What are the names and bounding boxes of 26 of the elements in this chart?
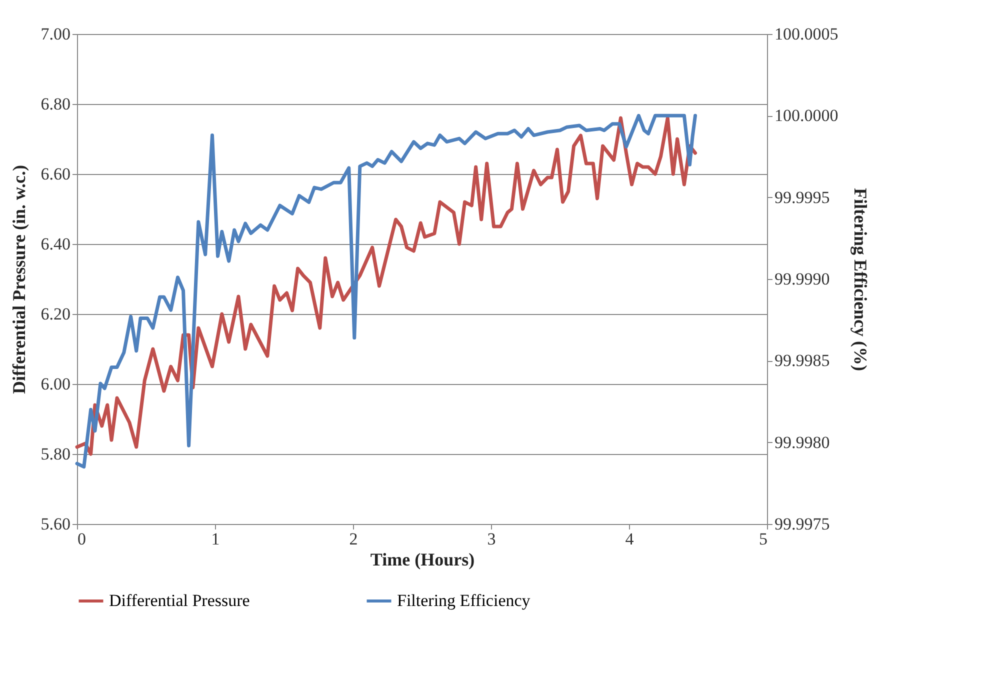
y2-tick-label: 99.9995 bbox=[774, 188, 830, 207]
y-tick-label: 6.60 bbox=[40, 164, 70, 184]
x-tick-label: 0 bbox=[78, 530, 86, 548]
y-tick-label: 6.80 bbox=[40, 94, 70, 114]
y-tick-label: 7.00 bbox=[40, 24, 70, 44]
y2-tick-label: 99.9985 bbox=[774, 351, 830, 370]
x-tick-label: 4 bbox=[625, 530, 634, 548]
x-axis-title: Time (Hours) bbox=[370, 550, 475, 570]
y2-tick-label: 100.0000 bbox=[774, 106, 838, 126]
y-tick-label: 6.20 bbox=[40, 304, 70, 324]
y2-tick-label: 99.9980 bbox=[774, 432, 830, 452]
y-tick-label: 6.00 bbox=[40, 374, 70, 394]
x-tick-label: 2 bbox=[349, 530, 358, 548]
y-tick-label: 6.40 bbox=[40, 234, 70, 254]
legend-label: Filtering Efficiency bbox=[397, 591, 531, 610]
y-tick-label: 5.60 bbox=[40, 514, 70, 534]
y-tick-label: 5.80 bbox=[40, 444, 70, 464]
legend-label: Differential Pressure bbox=[109, 591, 250, 610]
x-tick-label: 5 bbox=[759, 530, 768, 548]
x-tick-label: 3 bbox=[487, 530, 496, 548]
y2-axis-title: Filtering Efficiency (%) bbox=[850, 188, 870, 371]
x-tick-label: 1 bbox=[211, 530, 220, 548]
y2-tick-label: 99.9990 bbox=[774, 270, 830, 288]
y2-tick-label: 100.0005 bbox=[774, 24, 838, 44]
y2-tick-label: 99.9975 bbox=[774, 514, 830, 534]
y-axis-title: Differential Pressure (in. w.c.) bbox=[8, 165, 29, 394]
